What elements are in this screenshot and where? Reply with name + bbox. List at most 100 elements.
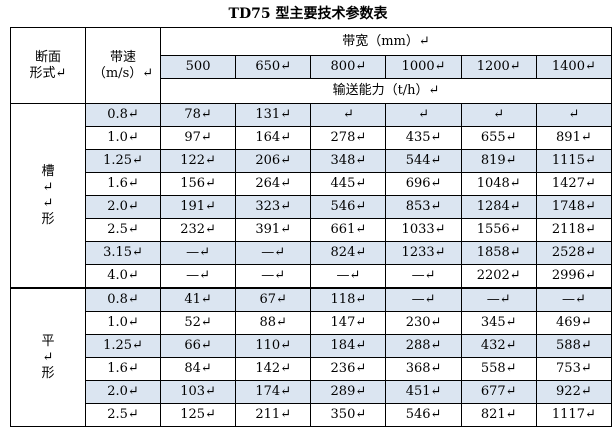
capacity-cell: 544↵: [385, 149, 462, 173]
capacity-cell: ↵: [385, 103, 462, 127]
capacity-cell: —↵: [385, 264, 462, 289]
capacity-cell: 432↵: [460, 334, 537, 358]
capacity-cell: —↵: [159, 241, 237, 265]
header-cell: 断面 形式↵: [10, 27, 86, 104]
capacity-cell: 1858↵: [460, 241, 537, 265]
table-row: 1.25↵ 122↵ 206↵ 348↵ 544↵ 819↵ 1115↵: [11, 149, 613, 173]
capacity-cell: 232↵: [159, 218, 237, 242]
speed-cell: 0.8↵: [85, 287, 161, 312]
capacity-cell: 677↵: [460, 380, 537, 404]
table-row: 1.25↵ 66↵ 110↵ 184↵ 288↵ 432↵ 588↵: [11, 334, 613, 358]
capacity-cell: 110↵: [235, 334, 312, 358]
table-row: 2.0↵ 103↵ 174↵ 289↵ 451↵ 677↵ 922↵: [11, 380, 613, 404]
group-label: 平 ↵ 形: [10, 287, 86, 427]
capacity-cell: 445↵: [310, 172, 387, 196]
capacity-cell: —↵: [310, 264, 387, 289]
width-cell: 1400↵: [535, 55, 613, 79]
table-row: 1.6↵ 84↵ 142↵ 236↵ 368↵ 558↵ 753↵: [11, 357, 613, 381]
capacity-cell: 191↵: [159, 195, 237, 219]
capacity-cell: 323↵: [235, 195, 312, 219]
capacity-cell: 368↵: [385, 357, 462, 381]
capacity-cell: 84↵: [159, 357, 237, 381]
capacity-cell: 230↵: [385, 311, 462, 335]
capacity-cell: 546↵: [385, 403, 462, 427]
width-cell: 1000↵: [385, 55, 462, 79]
table-row: 1.0↵ 52↵ 88↵ 147↵ 230↵ 345↵ 469↵: [11, 311, 613, 335]
capacity-cell: 236↵: [310, 357, 387, 381]
capacity-cell: 1115↵: [535, 149, 613, 173]
capacity-cell: 451↵: [385, 380, 462, 404]
table-row: 2.5↵ 232↵ 391↵ 661↵ 1033↵ 1556↵ 2118↵: [11, 218, 613, 242]
capacity-cell: 922↵: [535, 380, 613, 404]
table-row: 槽 ↵ ↵ 形 0.8↵ 78↵ 131↵ ↵ ↵ ↵ ↵: [10, 103, 613, 289]
capacity-cell: 1048↵: [460, 172, 537, 196]
capacity-cell: 1556↵: [460, 218, 537, 242]
speed-cell: 4.0↵: [85, 264, 161, 289]
capacity-cell: 66↵: [159, 334, 237, 358]
capacity-cell: 289↵: [310, 380, 387, 404]
speed-cell: 1.6↵: [85, 357, 161, 381]
capacity-cell: ↵: [460, 103, 537, 127]
capacity-cell: 2202↵: [460, 264, 537, 289]
capacity-cell: 122↵: [159, 149, 237, 173]
capacity-cell: 655↵: [460, 126, 537, 150]
capacity-cell: 391↵: [235, 218, 312, 242]
capacity-cell: 118↵: [310, 287, 387, 312]
capacity-cell: 1427↵: [535, 172, 613, 196]
capacity-cell: 103↵: [159, 380, 237, 404]
capacity-cell: 78↵: [159, 103, 237, 127]
capacity-cell: 41↵: [159, 287, 237, 312]
speed-cell: 1.0↵: [85, 126, 161, 150]
table-body: 断面 形式↵ 带速 （m/s）↵ 带宽（mm）↵ 500 650↵ 800↵ 1000…: [10, 27, 613, 427]
speed-cell: 1.25↵: [85, 334, 161, 358]
table-row: 1.0↵ 97↵ 164↵ 278↵ 435↵ 655↵ 891↵: [11, 126, 613, 150]
capacity-cell: 206↵: [235, 149, 312, 173]
capacity-cell: 345↵: [460, 311, 537, 335]
table-row: 4.0↵ —↵ —↵ —↵ —↵ 2202↵ 2996↵: [11, 264, 613, 289]
capacity-cell: 1233↵: [385, 241, 462, 265]
capacity-cell: 278↵: [310, 126, 387, 150]
table-row: 2.5↵ 125↵ 211↵ 350↵ 546↵ 821↵ 1117↵: [11, 403, 613, 427]
header-cell: 带宽（mm）↵: [160, 27, 612, 56]
capacity-cell: 2528↵: [535, 241, 613, 265]
speed-cell: 1.25↵: [85, 149, 161, 173]
capacity-cell: 819↵: [460, 149, 537, 173]
capacity-cell: 588↵: [535, 334, 613, 358]
capacity-cell: 348↵: [310, 149, 387, 173]
speed-cell: 2.0↵: [85, 195, 161, 219]
capacity-cell: 125↵: [159, 403, 237, 427]
capacity-cell: 1033↵: [385, 218, 462, 242]
capacity-cell: —↵: [235, 264, 312, 289]
table-row: 3.15↵ —↵ —↵ 824↵ 1233↵ 1858↵ 2528↵: [11, 241, 613, 265]
capacity-cell: 2118↵: [535, 218, 613, 242]
width-cell: 1200↵: [460, 55, 537, 79]
capacity-cell: 824↵: [310, 241, 387, 265]
group-label: 槽 ↵ ↵ 形: [10, 103, 86, 289]
capacity-cell: 264↵: [235, 172, 312, 196]
capacity-cell: 753↵: [535, 357, 613, 381]
capacity-cell: 97↵: [159, 126, 237, 150]
width-cell: 800↵: [310, 55, 387, 79]
capacity-cell: 184↵: [310, 334, 387, 358]
capacity-cell: 142↵: [235, 357, 312, 381]
capacity-cell: 1284↵: [460, 195, 537, 219]
table-title: TD75 型主要技术参数表: [228, 6, 388, 22]
capacity-cell: 558↵: [460, 357, 537, 381]
capacity-cell: 469↵: [535, 311, 613, 335]
capacity-cell: 2996↵: [535, 264, 613, 289]
capacity-cell: 435↵: [385, 126, 462, 150]
capacity-cell: 821↵: [460, 403, 537, 427]
capacity-cell: 546↵: [310, 195, 387, 219]
capacity-cell: 147↵: [310, 311, 387, 335]
speed-cell: 1.6↵: [85, 172, 161, 196]
capacity-cell: 1117↵: [535, 403, 613, 427]
capacity-cell: 131↵: [235, 103, 312, 127]
capacity-cell: 1748↵: [535, 195, 613, 219]
width-cell: 650↵: [235, 55, 312, 79]
table-row: 2.0↵ 191↵ 323↵ 546↵ 853↵ 1284↵ 1748↵: [11, 195, 613, 219]
spec-table: 断面 形式↵ 带速 （m/s）↵ 带宽（mm）↵ 500 650↵ 800↵ 1000…: [10, 27, 613, 427]
capacity-cell: —↵: [235, 241, 312, 265]
table-row: 平 ↵ 形 0.8↵ 41↵ 67↵ 118↵ —↵ —↵ —↵: [10, 287, 613, 427]
capacity-cell: —↵: [159, 264, 237, 289]
speed-cell: 2.5↵: [85, 403, 161, 427]
